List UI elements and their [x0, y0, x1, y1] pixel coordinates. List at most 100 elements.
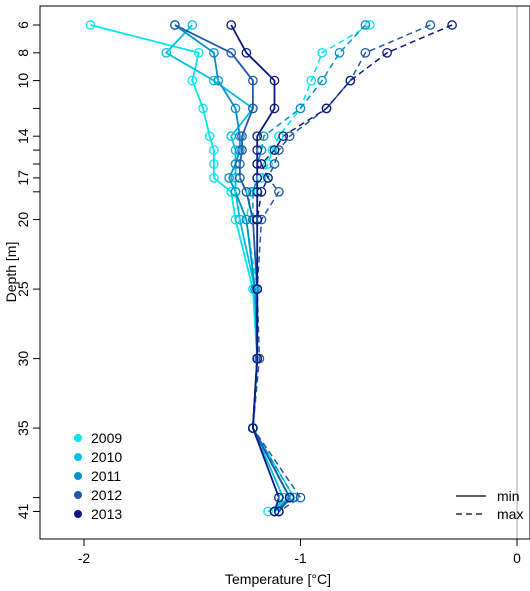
series-2011-min-point — [213, 75, 224, 86]
series-2013-max-point — [382, 47, 392, 58]
series-2012-min-point — [226, 47, 237, 58]
series-2013-min-point — [252, 145, 263, 155]
series-2013-max-point — [447, 20, 457, 30]
y-tick-label: 35 — [15, 420, 31, 436]
series-2009-min-point — [209, 159, 219, 169]
series-2009-min-point — [226, 186, 237, 197]
series-2010-min-point — [278, 492, 289, 503]
series-2013-max-point — [252, 353, 263, 364]
series-2012-min-point — [237, 145, 247, 155]
y-tick-label: 8 — [15, 49, 31, 57]
series-2009-min-point — [263, 506, 273, 517]
series-2012-max-point — [295, 492, 306, 503]
legend-label-2013: 2013 — [91, 506, 122, 522]
series-2013-min-point — [241, 47, 252, 58]
plot-points — [85, 20, 457, 517]
series-2009-max-point — [274, 131, 284, 142]
y-tick-label: 30 — [15, 351, 31, 367]
series-2010-min-point — [161, 47, 172, 58]
series-2009-max-point — [263, 159, 273, 169]
y-axis: 6 8 10 14 17 20 25 30 35 41 — [15, 21, 40, 519]
series-2010-min-point — [187, 20, 198, 30]
series-2012-max-point — [256, 214, 267, 225]
y-tick-label: 41 — [15, 504, 31, 520]
series-2009-min-point — [193, 47, 204, 58]
series-2009-min-point — [209, 145, 219, 155]
series-2013-max-point — [345, 75, 356, 86]
legend-swatch-2012 — [74, 491, 82, 499]
y-tick-label: 10 — [15, 73, 31, 89]
series-2009-min-point — [230, 214, 241, 225]
series-2011-min-point — [209, 47, 219, 58]
series-2013-min-point — [252, 131, 263, 142]
series-2009-min-point — [85, 20, 96, 30]
series-2011-min-point — [241, 214, 252, 225]
x-axis: -2 -1 0 — [78, 539, 521, 566]
series-2013-max-point — [274, 506, 284, 517]
series-2013-max-point — [278, 131, 289, 142]
series-2011-max-point — [334, 47, 345, 58]
legend-label-2010: 2010 — [91, 449, 122, 465]
series-2011-max-point — [360, 20, 371, 30]
series-2013-max-point — [252, 214, 263, 225]
series-2013-min-point — [252, 173, 263, 183]
y-axis-title: Depth [m] — [3, 242, 19, 303]
series-2009-max-point — [364, 20, 375, 30]
legend-swatch-2011 — [74, 472, 82, 480]
series-2011-max-point — [258, 131, 269, 142]
x-tick-label: 0 — [513, 550, 521, 566]
series-2013-min-point — [269, 103, 280, 114]
series-2009-min-point — [187, 75, 198, 86]
series-2013-max-point — [284, 492, 295, 503]
x-axis-title: Temperature [°C] — [225, 571, 331, 587]
series-2013-min-point — [269, 506, 280, 517]
legend-swatch-2013 — [74, 510, 82, 518]
y-tick-label: 6 — [15, 21, 31, 29]
series-2011-min-point — [230, 186, 241, 197]
series-2010-min-point — [230, 145, 241, 155]
legend-label-2009: 2009 — [91, 430, 122, 446]
series-2012-max-point — [274, 145, 284, 155]
series-2012-max-point — [284, 131, 295, 142]
series-2013-max-point — [263, 173, 273, 183]
series-2012-max-point — [360, 47, 371, 58]
line-legend-max-label: max — [497, 506, 523, 522]
line-style-legend: min max — [456, 488, 523, 522]
plot-frame — [39, 5, 530, 540]
series-2012-min-point — [235, 173, 245, 183]
series-2011-max-point — [256, 145, 267, 155]
series-2011-max-point — [317, 75, 327, 86]
series-2012-min-point — [241, 186, 252, 197]
series-2013-max-point — [256, 159, 267, 169]
series-2013-max-point — [269, 145, 280, 155]
series-2012-min-point — [248, 103, 258, 114]
series-2009-min-point — [198, 103, 208, 114]
series-2012-max-point — [269, 159, 280, 169]
series-2011-min-point — [230, 103, 241, 114]
series-2012-min-point — [235, 159, 245, 169]
series-2012-min-point — [237, 131, 247, 142]
series-2009-max-point — [256, 173, 267, 183]
legend-swatch-2009 — [74, 434, 82, 442]
series-2013-min-point — [226, 20, 237, 30]
y-tick-label: 14 — [15, 128, 31, 144]
y-tick-label: 20 — [15, 212, 31, 228]
y-tick-label: 25 — [15, 281, 31, 297]
series-2013-max-point — [252, 284, 263, 294]
series-2011-max-point — [295, 103, 306, 114]
x-tick-label: -1 — [294, 550, 307, 566]
series-2013-max-point — [248, 423, 258, 433]
series-2013-max-point — [256, 186, 267, 197]
series-2013-min-point — [252, 159, 263, 169]
series-2012-min-point — [248, 75, 258, 86]
y-tick-label: 17 — [15, 170, 31, 186]
series-2010-min-point — [235, 214, 245, 225]
series-2009-min-point — [204, 131, 215, 142]
x-tick-label: -2 — [78, 550, 91, 566]
series-2013-min-point — [269, 75, 280, 86]
legend-label-2011: 2011 — [91, 468, 121, 484]
series-2010-min-point — [209, 75, 219, 86]
series-2011-max-point — [289, 492, 299, 503]
series-2010-min-point — [230, 173, 241, 183]
